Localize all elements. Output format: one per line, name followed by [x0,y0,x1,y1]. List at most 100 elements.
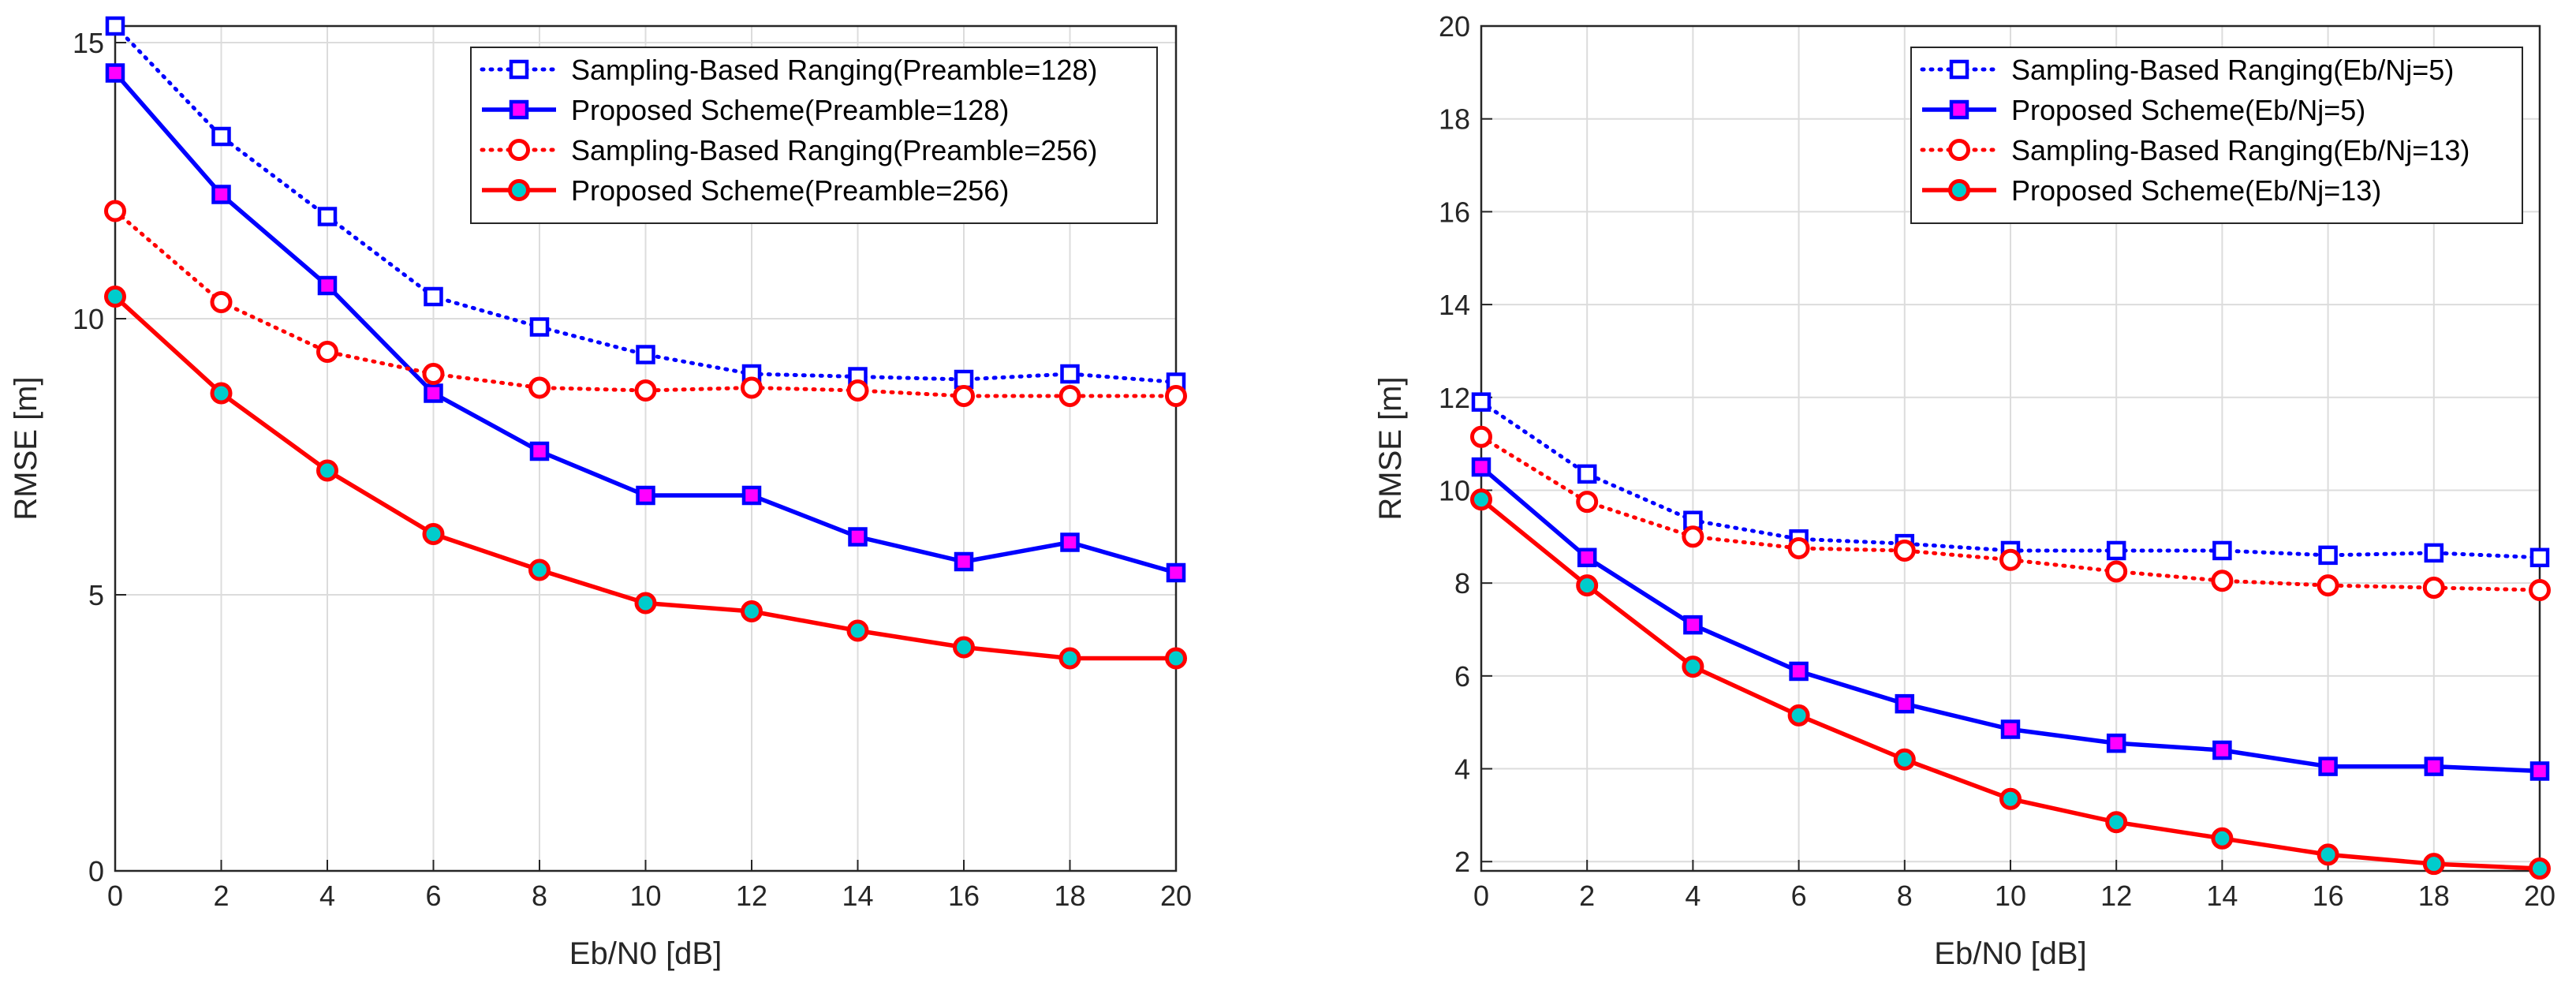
data-point [1058,647,1081,670]
series-line [113,24,1178,384]
series-3 [1470,488,2551,880]
y-tick-label: 20 [1439,10,1470,43]
data-point [2318,757,2338,776]
data-point [2105,811,2128,834]
legend-marker [1948,179,1970,201]
data-point [2422,853,2445,876]
data-point [741,485,762,506]
data-point [2529,547,2550,568]
data-point [953,636,975,659]
y-tick-label: 16 [1439,196,1470,228]
series-0 [105,16,1186,392]
data-point [1787,704,1810,727]
data-point [953,385,975,407]
x-axis-label: Eb/N0 [dB] [569,936,722,971]
data-point [2529,578,2551,601]
data-point [1577,464,1597,484]
data-point [2317,843,2339,866]
legend-entry: Proposed Scheme(Eb/Nj=13) [1922,174,2381,207]
data-point [2000,719,2021,739]
legend-label: Sampling-Based Ranging(Preamble=128) [571,54,1097,86]
data-point [1895,693,1915,714]
data-point [211,126,231,147]
data-point [1893,539,1916,562]
x-tick-label: 16 [948,880,980,912]
data-point [1577,547,1597,568]
data-point [2106,733,2126,753]
y-axis-label: RMSE [m] [1373,376,1408,520]
x-tick-label: 12 [2100,880,2132,912]
x-tick-label: 4 [319,880,335,912]
data-point [422,523,445,545]
data-point [1787,537,1810,560]
data-point [1471,457,1491,477]
data-point [636,345,655,364]
series-3 [104,286,1187,670]
data-point [846,379,869,402]
legend: Sampling-Based Ranging(Preamble=128) Prop… [470,47,1158,224]
x-tick-label: 0 [1473,880,1489,912]
data-point [1165,385,1187,407]
data-point [1576,574,1599,597]
legend-label: Proposed Scheme(Preamble=128) [571,94,1009,126]
data-point [2106,540,2126,561]
data-point [1576,491,1599,514]
series-line [113,209,1178,398]
series-1 [105,63,1186,583]
data-point [848,527,868,547]
y-tick-label: 0 [88,855,104,887]
data-point [422,363,445,385]
data-point [2424,757,2444,776]
data-point [846,619,869,642]
legend-label: Sampling-Based Ranging(Eb/Nj=13) [2011,134,2470,166]
legend-entry: Proposed Scheme(Eb/Nj=5) [1922,94,2365,126]
y-tick-label: 10 [73,303,104,335]
data-point [528,376,551,399]
data-point [1058,385,1081,407]
legend-entry: Proposed Scheme(Preamble=128) [482,94,1009,126]
x-tick-label: 10 [629,880,661,912]
x-tick-label: 8 [532,880,547,912]
data-point [1682,656,1704,678]
data-point [1683,615,1703,635]
legend-marker [1948,139,1970,161]
data-point [2318,545,2338,566]
data-point [2529,857,2551,880]
data-point [316,459,338,482]
data-point [1999,548,2022,571]
data-point [634,379,657,402]
legend: Sampling-Based Ranging(Eb/Nj=5) Proposed … [1910,47,2523,224]
x-tick-label: 18 [2418,880,2450,912]
data-point [1682,525,1704,548]
series-2 [104,200,1187,407]
x-axis-label: Eb/N0 [dB] [1934,936,2086,971]
data-point [105,16,125,36]
y-tick-label: 6 [1454,660,1470,693]
data-point [104,200,126,222]
x-tick-label: 14 [2206,880,2238,912]
data-point [105,63,125,83]
y-tick-label: 15 [73,27,104,59]
data-point [316,341,338,363]
y-tick-label: 18 [1439,103,1470,136]
legend-box [1910,47,2523,224]
data-point [1060,364,1080,384]
legend-marker [509,99,529,120]
data-point [104,286,126,308]
x-tick-label: 6 [1791,880,1807,912]
data-point [210,382,233,405]
legend-marker [508,179,530,201]
data-point [1470,488,1492,511]
y-tick-label: 10 [1439,474,1470,506]
data-point [424,383,443,403]
legend-marker [508,139,530,161]
data-point [636,485,655,506]
x-tick-label: 6 [425,880,441,912]
x-tick-label: 16 [2313,880,2344,912]
y-tick-label: 14 [1439,289,1470,321]
data-point [1165,647,1187,670]
legend-marker [1949,99,1969,120]
data-point [2211,570,2234,592]
